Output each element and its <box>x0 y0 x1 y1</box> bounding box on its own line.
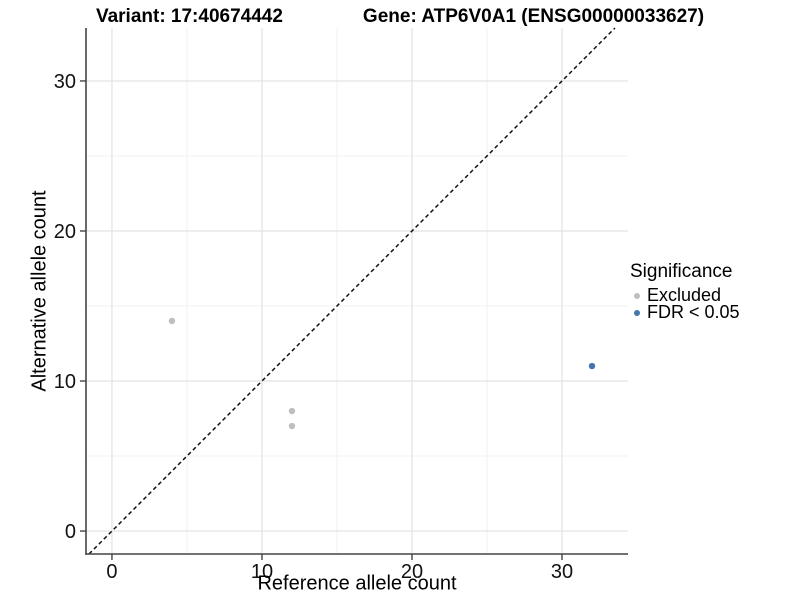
x-tick-label: 20 <box>401 561 423 583</box>
y-tick-label: 30 <box>54 71 76 93</box>
identity-dashed-line <box>88 27 616 555</box>
legend-title: Significance <box>630 261 733 282</box>
fdr-dot-icon <box>634 309 640 316</box>
legend-entry-excluded: Excluded <box>630 285 740 305</box>
plot-title-gene: Gene: ATP6V0A1 (ENSG00000033627) <box>362 6 705 27</box>
excluded-dot-icon <box>634 292 640 299</box>
legend-entry-label: FDR < 0.05 <box>647 302 740 322</box>
legend-entry-label: Excluded <box>647 285 722 305</box>
x-axis-label: Reference allele count <box>257 572 457 595</box>
data-point-excluded <box>288 422 296 430</box>
legend: Significance Excluded FDR < 0.05 <box>630 261 740 322</box>
y-tick-label: 20 <box>54 221 76 243</box>
legend-entry-fdr: FDR < 0.05 <box>630 302 740 322</box>
y-tick-label: 0 <box>65 521 76 543</box>
x-tick-label: 10 <box>251 561 273 583</box>
x-tick-label: 30 <box>551 561 573 583</box>
data-point-excluded <box>168 317 176 325</box>
plot-title-variant: Variant: 17:40674442 <box>95 6 283 27</box>
data-point-excluded <box>288 407 296 415</box>
y-axis-label: Alternative allele count <box>28 190 51 392</box>
x-tick-label: 0 <box>106 561 117 583</box>
y-tick-label: 10 <box>54 371 76 393</box>
plot-title: Variant: 17:40674442 Gene: ATP6V0A1 (ENS… <box>0 6 800 28</box>
data-point-fdr-0-05 <box>588 362 596 370</box>
